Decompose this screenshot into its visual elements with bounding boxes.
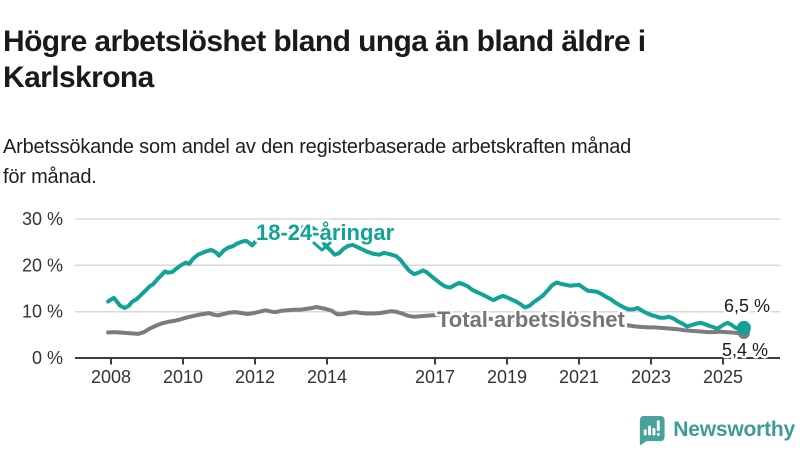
y-tick-label-10: 10 % (22, 302, 63, 322)
page-title: Högre arbetslöshet bland unga än bland ä… (3, 24, 646, 96)
x-axis-labels: 2008 2010 2012 2014 2017 2019 2021 2023 2025 (91, 367, 743, 387)
x-tick-label-2008: 2008 (91, 367, 131, 387)
title-line-2: Karlskrona (3, 61, 154, 95)
x-tick-label-2017: 2017 (415, 367, 455, 387)
series-label-total: Total arbetslöshet (437, 307, 626, 332)
subtitle-line-2: för månad. (3, 166, 97, 188)
y-tick-label-0: 0 % (32, 348, 63, 368)
x-tick-label-2012: 2012 (235, 367, 275, 387)
x-axis-ticks (110, 358, 724, 365)
y-tick-label-20: 20 % (22, 255, 63, 275)
x-tick-label-2023: 2023 (631, 367, 671, 387)
series-line-youth (106, 224, 746, 331)
series-line-total (106, 305, 746, 336)
x-tick-label-2010: 2010 (163, 367, 203, 387)
y-tick-label-30: 30 % (22, 209, 63, 229)
title-line-1: Högre arbetslöshet bland unga än bland ä… (3, 25, 646, 59)
x-tick-label-2019: 2019 (487, 367, 527, 387)
end-value-label-youth: 6,5 % (724, 296, 770, 316)
newsworthy-logo-icon (640, 415, 665, 446)
subtitle-line-1: Arbetssökande som andel av den registerb… (3, 136, 632, 158)
end-dot-youth (736, 320, 751, 335)
newsworthy-logo[interactable]: Newsworthy (637, 414, 795, 446)
series-label-youth: 18-24-åringar (256, 220, 395, 245)
newsworthy-logo-text: Newsworthy (673, 418, 795, 441)
x-tick-label-2021: 2021 (559, 367, 599, 387)
y-axis-labels: 0 % 10 % 20 % 30 % (22, 209, 63, 368)
gridlines (75, 218, 780, 313)
x-tick-label-2014: 2014 (307, 367, 347, 387)
youth-label-arrow-icon (312, 241, 332, 252)
end-value-label-total: 5,4 % (722, 340, 768, 360)
chart-subtitle: Arbetssökande som andel av den registerb… (3, 132, 631, 192)
x-tick-label-2025: 2025 (703, 367, 743, 387)
